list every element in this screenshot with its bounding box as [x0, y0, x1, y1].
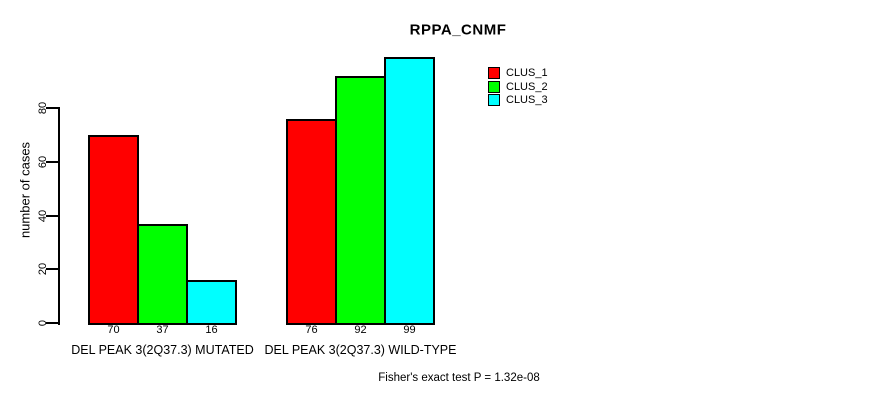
- annotation-fisher-test: Fisher's exact test P = 1.32e-08: [378, 372, 540, 384]
- y-tick-mark: [46, 160, 58, 163]
- bar-value-label: 37: [156, 324, 169, 336]
- bar-value-label: 16: [205, 324, 218, 336]
- bar-value-label: 99: [403, 324, 416, 336]
- y-tick-label: 60: [37, 155, 49, 168]
- bar-clus_1-group1: [88, 135, 139, 325]
- bar-clus_3-group2: [384, 57, 435, 325]
- chart-title: RPPA_CNMF: [409, 21, 507, 39]
- bar-clus_1-group2: [286, 119, 337, 325]
- legend-swatch-clus_1: [488, 67, 500, 79]
- category-label: DEL PEAK 3(2Q37.3) WILD-TYPE: [264, 343, 457, 357]
- y-tick-label: 20: [37, 263, 49, 276]
- y-axis-line: [58, 107, 60, 325]
- bar-value-label: 92: [354, 324, 367, 336]
- legend-swatch-clus_3: [488, 94, 500, 106]
- y-tick-label: 0: [37, 319, 49, 327]
- bar-clus_2-group2: [335, 76, 386, 325]
- y-tick-mark: [46, 214, 58, 217]
- category-label: DEL PEAK 3(2Q37.3) MUTATED: [71, 343, 254, 357]
- legend-label-clus_2: CLUS_2: [506, 80, 548, 93]
- bar-value-label: 76: [305, 324, 318, 336]
- bar-value-label: 70: [107, 324, 120, 336]
- legend-label-clus_3: CLUS_3: [506, 94, 548, 106]
- bar-clus_2-group1: [137, 224, 188, 325]
- y-tick-mark: [46, 322, 58, 324]
- legend-label-clus_1: CLUS_1: [506, 67, 548, 79]
- y-tick-label: 80: [37, 101, 49, 115]
- y-tick-mark: [46, 268, 58, 271]
- legend-swatch-clus_2: [488, 80, 500, 93]
- bar-clus_3-group1: [186, 280, 237, 325]
- y-tick-mark: [46, 107, 58, 109]
- y-axis-label: number of cases: [17, 141, 33, 239]
- y-tick-label: 40: [37, 209, 49, 222]
